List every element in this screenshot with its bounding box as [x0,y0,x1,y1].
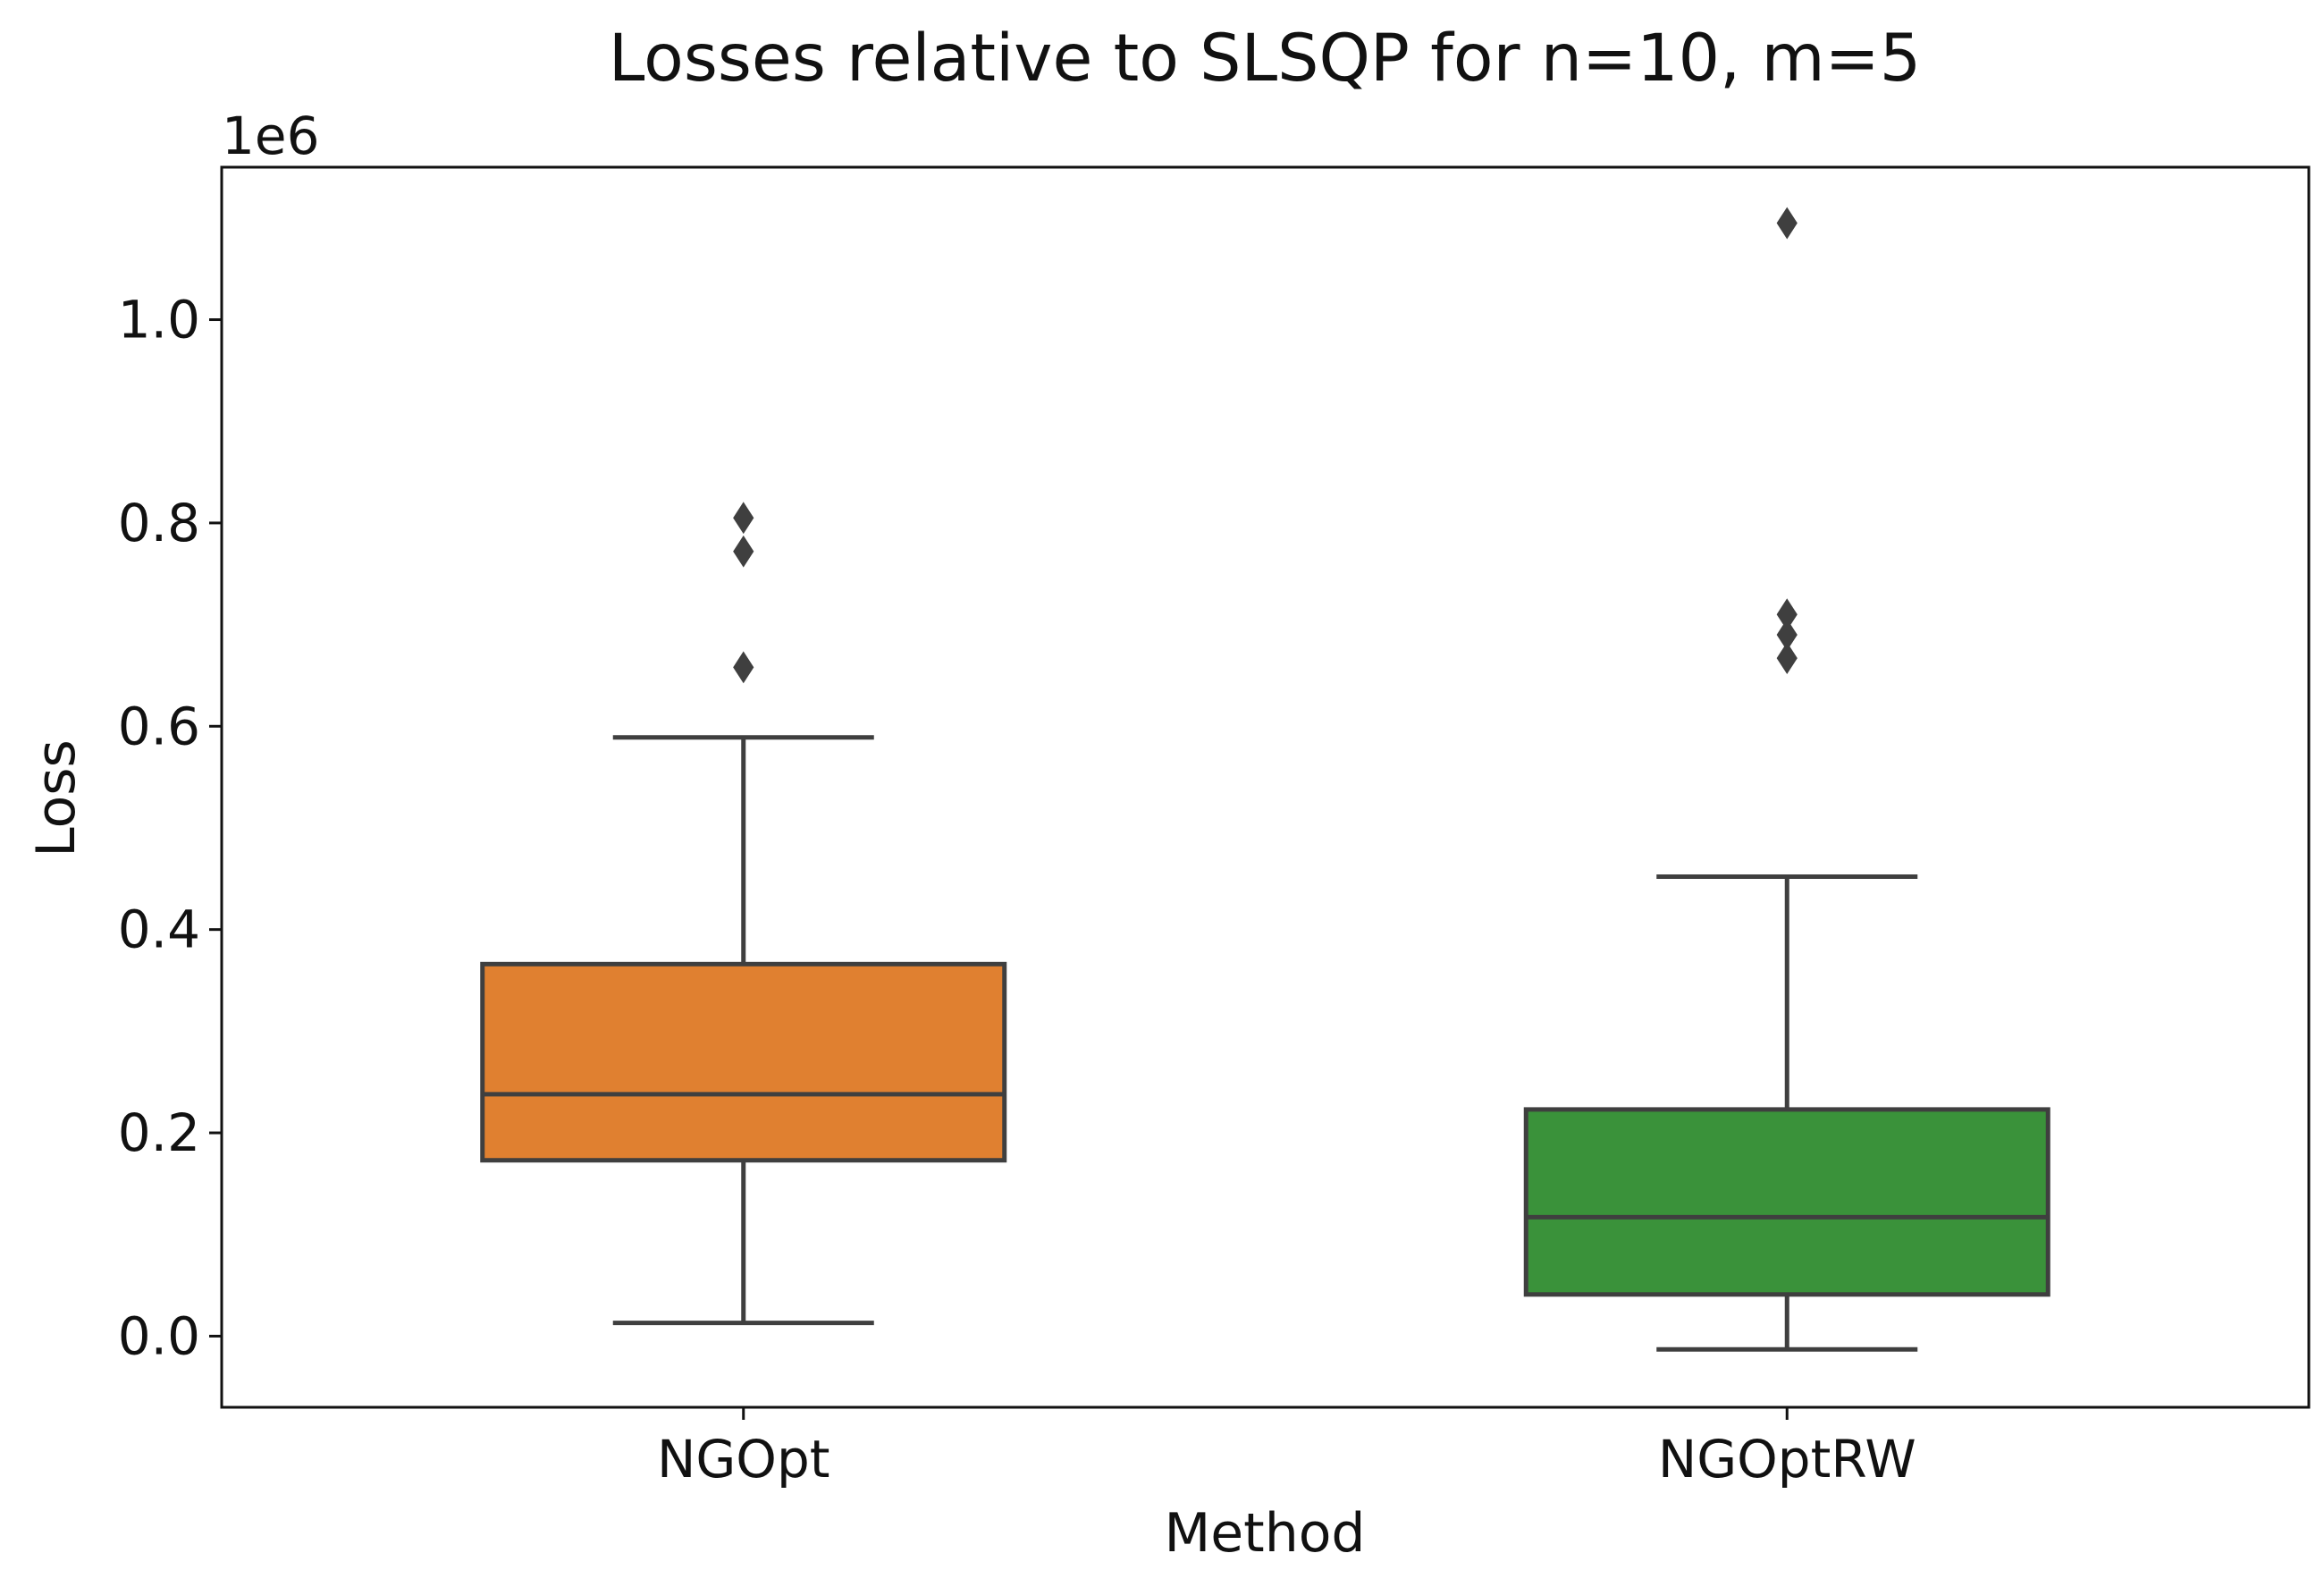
y-tick-label: 0.0 [118,1305,200,1366]
y-tick-label: 0.4 [118,899,200,960]
y-tick-label: 0.6 [118,696,200,756]
outlier-point [733,651,754,684]
outlier-point [733,535,754,568]
x-tick-label: NGOpt [657,1429,830,1490]
box-ngoptrw [1523,1107,2050,1297]
y-tick-label: 0.8 [118,493,200,553]
plot-area: 0.0 0.2 0.4 0.6 0.8 1.0 NGOpt NGOptRW [118,207,2050,1490]
y-axis-title: Loss [25,739,88,857]
outlier-point [1776,619,1798,651]
box-ngopt [480,961,1007,1163]
chart-title: Losses relative to SLSQP for n=10, m=5 [609,21,1921,97]
plot-frame [220,165,2311,1409]
y-tick-label: 0.2 [118,1102,200,1163]
outlier-point [1776,642,1798,675]
x-axis-title: Method [1164,1502,1365,1565]
x-tick-label: NGOptRW [1658,1429,1916,1490]
y-tick-label: 1.0 [118,290,200,350]
outlier-point [1776,207,1798,240]
outlier-point [1776,598,1798,631]
y-axis-offset-label: 1e6 [222,106,320,166]
outlier-point [733,502,754,535]
